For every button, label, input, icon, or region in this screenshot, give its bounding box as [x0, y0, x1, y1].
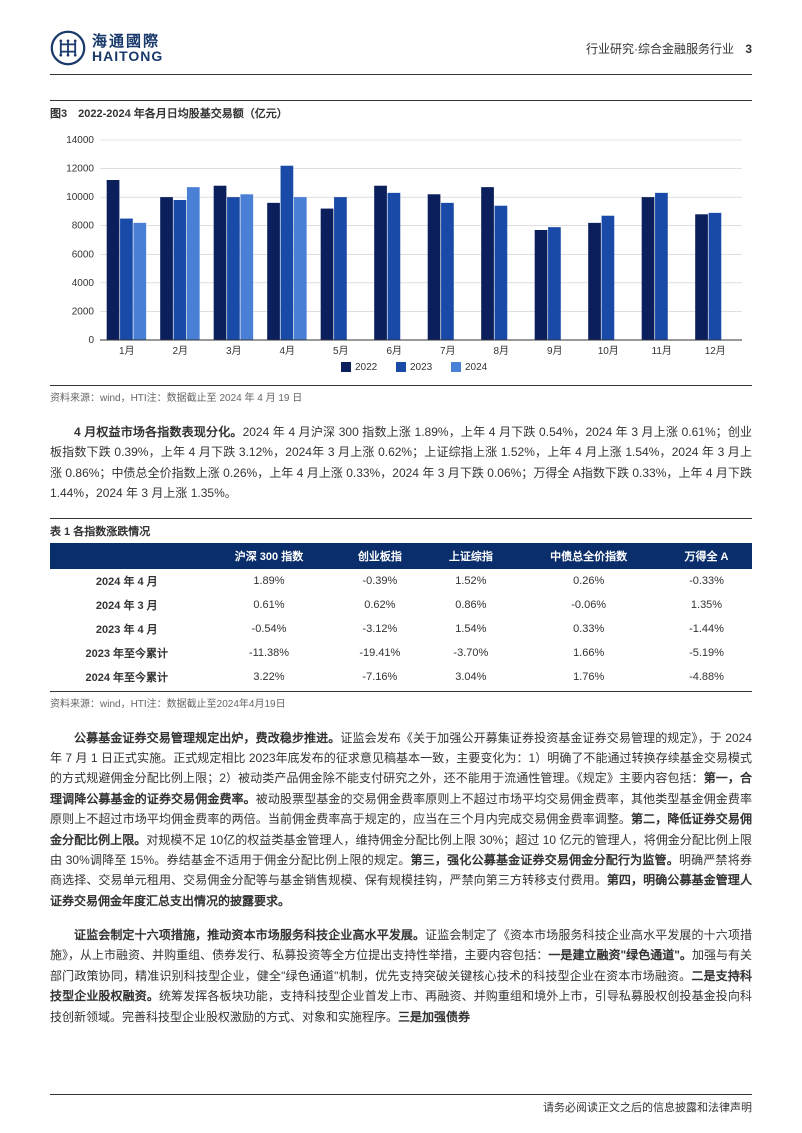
table-cell: -1.44%	[661, 617, 752, 641]
category-text: 行业研究·综合金融服务行业	[586, 42, 734, 56]
table-cell: 1.89%	[204, 569, 335, 593]
table-cell: -7.16%	[334, 665, 425, 689]
table-header-cell: 中债总全价指数	[516, 543, 661, 569]
chart-figure-3: 图3 2022-2024 年各月日均股基交易额（亿元） 0 2000 4000 600…	[50, 100, 752, 404]
svg-text:1月: 1月	[119, 345, 135, 357]
table-1-title: 表 1 各指数涨跌情况	[50, 518, 752, 543]
p2-lead: 公募基金证券交易管理规定出炉，费改稳步推进。	[74, 731, 340, 745]
svg-text:2024: 2024	[465, 362, 488, 373]
svg-text:9月: 9月	[547, 345, 563, 357]
svg-text:6000: 6000	[72, 249, 95, 260]
p2-b3: 第三，强化公募基金证券交易佣金分配行为监管。	[411, 853, 679, 867]
p3-b1: 一是建立融资"绿色通道"。	[548, 948, 692, 962]
svg-text:2022: 2022	[355, 362, 378, 373]
logo: 海通國際 HAITONG	[50, 30, 163, 66]
table-cell: 1.76%	[516, 665, 661, 689]
table-cell: 2024 年 4 月	[50, 569, 204, 593]
svg-text:12000: 12000	[66, 164, 94, 175]
table-cell: 1.35%	[661, 593, 752, 617]
table-header-cell: 上证综指	[425, 543, 516, 569]
svg-text:2023: 2023	[410, 362, 433, 373]
table-cell: 1.54%	[425, 617, 516, 641]
table-row: 2023 年至今累计-11.38%-19.41%-3.70%1.66%-5.19…	[50, 641, 752, 665]
table-1-source: 资料来源：wind，HTI注：数据截止至2024年4月19日	[50, 691, 752, 710]
table-cell: 0.62%	[334, 593, 425, 617]
chart-title: 图3 2022-2024 年各月日均股基交易额（亿元）	[50, 100, 752, 125]
table-cell: 1.66%	[516, 641, 661, 665]
table-cell: 3.22%	[204, 665, 335, 689]
logo-text-cn: 海通國際	[92, 34, 163, 49]
svg-text:6月: 6月	[386, 345, 402, 357]
bar-chart: 0 2000 4000 6000 8000 10000 12000 14000 1月 2月 3月 4月…	[50, 125, 752, 385]
svg-text:4月: 4月	[279, 345, 295, 357]
table-cell: -3.12%	[334, 617, 425, 641]
table-header-cell: 沪深 300 指数	[204, 543, 335, 569]
footer-divider	[50, 1094, 752, 1095]
table-row: 2023 年 4 月-0.54%-3.12%1.54%0.33%-1.44%	[50, 617, 752, 641]
table-cell: -5.19%	[661, 641, 752, 665]
svg-text:8000: 8000	[72, 221, 95, 232]
page-header: 海通國際 HAITONG 行业研究·综合金融服务行业 3	[50, 30, 752, 75]
footer-disclaimer: 请务必阅读正文之后的信息披露和法律声明	[543, 1099, 752, 1115]
p3-b3: 三是加强债券	[398, 1010, 470, 1024]
svg-text:12月: 12月	[705, 345, 726, 357]
table-cell: 0.61%	[204, 593, 335, 617]
table-cell: 2024 年 3 月	[50, 593, 204, 617]
svg-text:2000: 2000	[72, 306, 95, 317]
table-cell: -11.38%	[204, 641, 335, 665]
svg-text:8月: 8月	[493, 345, 509, 357]
table-cell: -19.41%	[334, 641, 425, 665]
svg-text:0: 0	[88, 335, 94, 346]
table-cell: 0.33%	[516, 617, 661, 641]
table-cell: 3.04%	[425, 665, 516, 689]
svg-text:11月: 11月	[652, 345, 672, 357]
table-cell: -0.06%	[516, 593, 661, 617]
logo-text-en: HAITONG	[92, 49, 163, 63]
table-row: 2024 年 3 月0.61%0.62%0.86%-0.06%1.35%	[50, 593, 752, 617]
table-1: 沪深 300 指数创业板指上证综指中债总全价指数万得全 A 2024 年 4 月…	[50, 543, 752, 689]
table-row: 2024 年至今累计3.22%-7.16%3.04%1.76%-4.88%	[50, 665, 752, 689]
table-cell: 1.52%	[425, 569, 516, 593]
svg-text:10月: 10月	[598, 345, 619, 357]
svg-text:4000: 4000	[72, 278, 95, 289]
svg-text:2月: 2月	[172, 345, 188, 357]
table-cell: 2024 年至今累计	[50, 665, 204, 689]
table-cell: -0.33%	[661, 569, 752, 593]
header-category: 行业研究·综合金融服务行业 3	[586, 40, 752, 57]
paragraph-1: 4 月权益市场各指数表现分化。2024 年 4 月沪深 300 指数上涨 1.8…	[50, 422, 752, 504]
table-cell: 2023 年至今累计	[50, 641, 204, 665]
haitong-logo-icon	[50, 30, 86, 66]
table-cell: -0.39%	[334, 569, 425, 593]
chart-source: 资料来源：wind，HTI注：数据截止至 2024 年 4 月 19 日	[50, 385, 752, 404]
svg-text:3月: 3月	[226, 345, 242, 357]
table-header-cell	[50, 543, 204, 569]
svg-text:10000: 10000	[66, 192, 94, 203]
p1-lead: 4 月权益市场各指数表现分化。	[74, 425, 243, 439]
table-header-cell: 创业板指	[334, 543, 425, 569]
page-number: 3	[745, 42, 752, 56]
svg-text:5月: 5月	[333, 345, 349, 357]
paragraph-2: 公募基金证券交易管理规定出炉，费改稳步推进。证监会发布《关于加强公开募集证券投资…	[50, 728, 752, 912]
paragraph-3: 证监会制定十六项措施，推动资本市场服务科技企业高水平发展。证监会制定了《资本市场…	[50, 925, 752, 1027]
p3-lead: 证监会制定十六项措施，推动资本市场服务科技企业高水平发展。	[74, 928, 425, 942]
table-cell: 0.26%	[516, 569, 661, 593]
table-header-cell: 万得全 A	[661, 543, 752, 569]
table-cell: 2023 年 4 月	[50, 617, 204, 641]
table-cell: -4.88%	[661, 665, 752, 689]
table-cell: -0.54%	[204, 617, 335, 641]
svg-text:7月: 7月	[440, 345, 456, 357]
table-row: 2024 年 4 月1.89%-0.39%1.52%0.26%-0.33%	[50, 569, 752, 593]
table-cell: -3.70%	[425, 641, 516, 665]
table-cell: 0.86%	[425, 593, 516, 617]
svg-text:14000: 14000	[66, 135, 94, 146]
